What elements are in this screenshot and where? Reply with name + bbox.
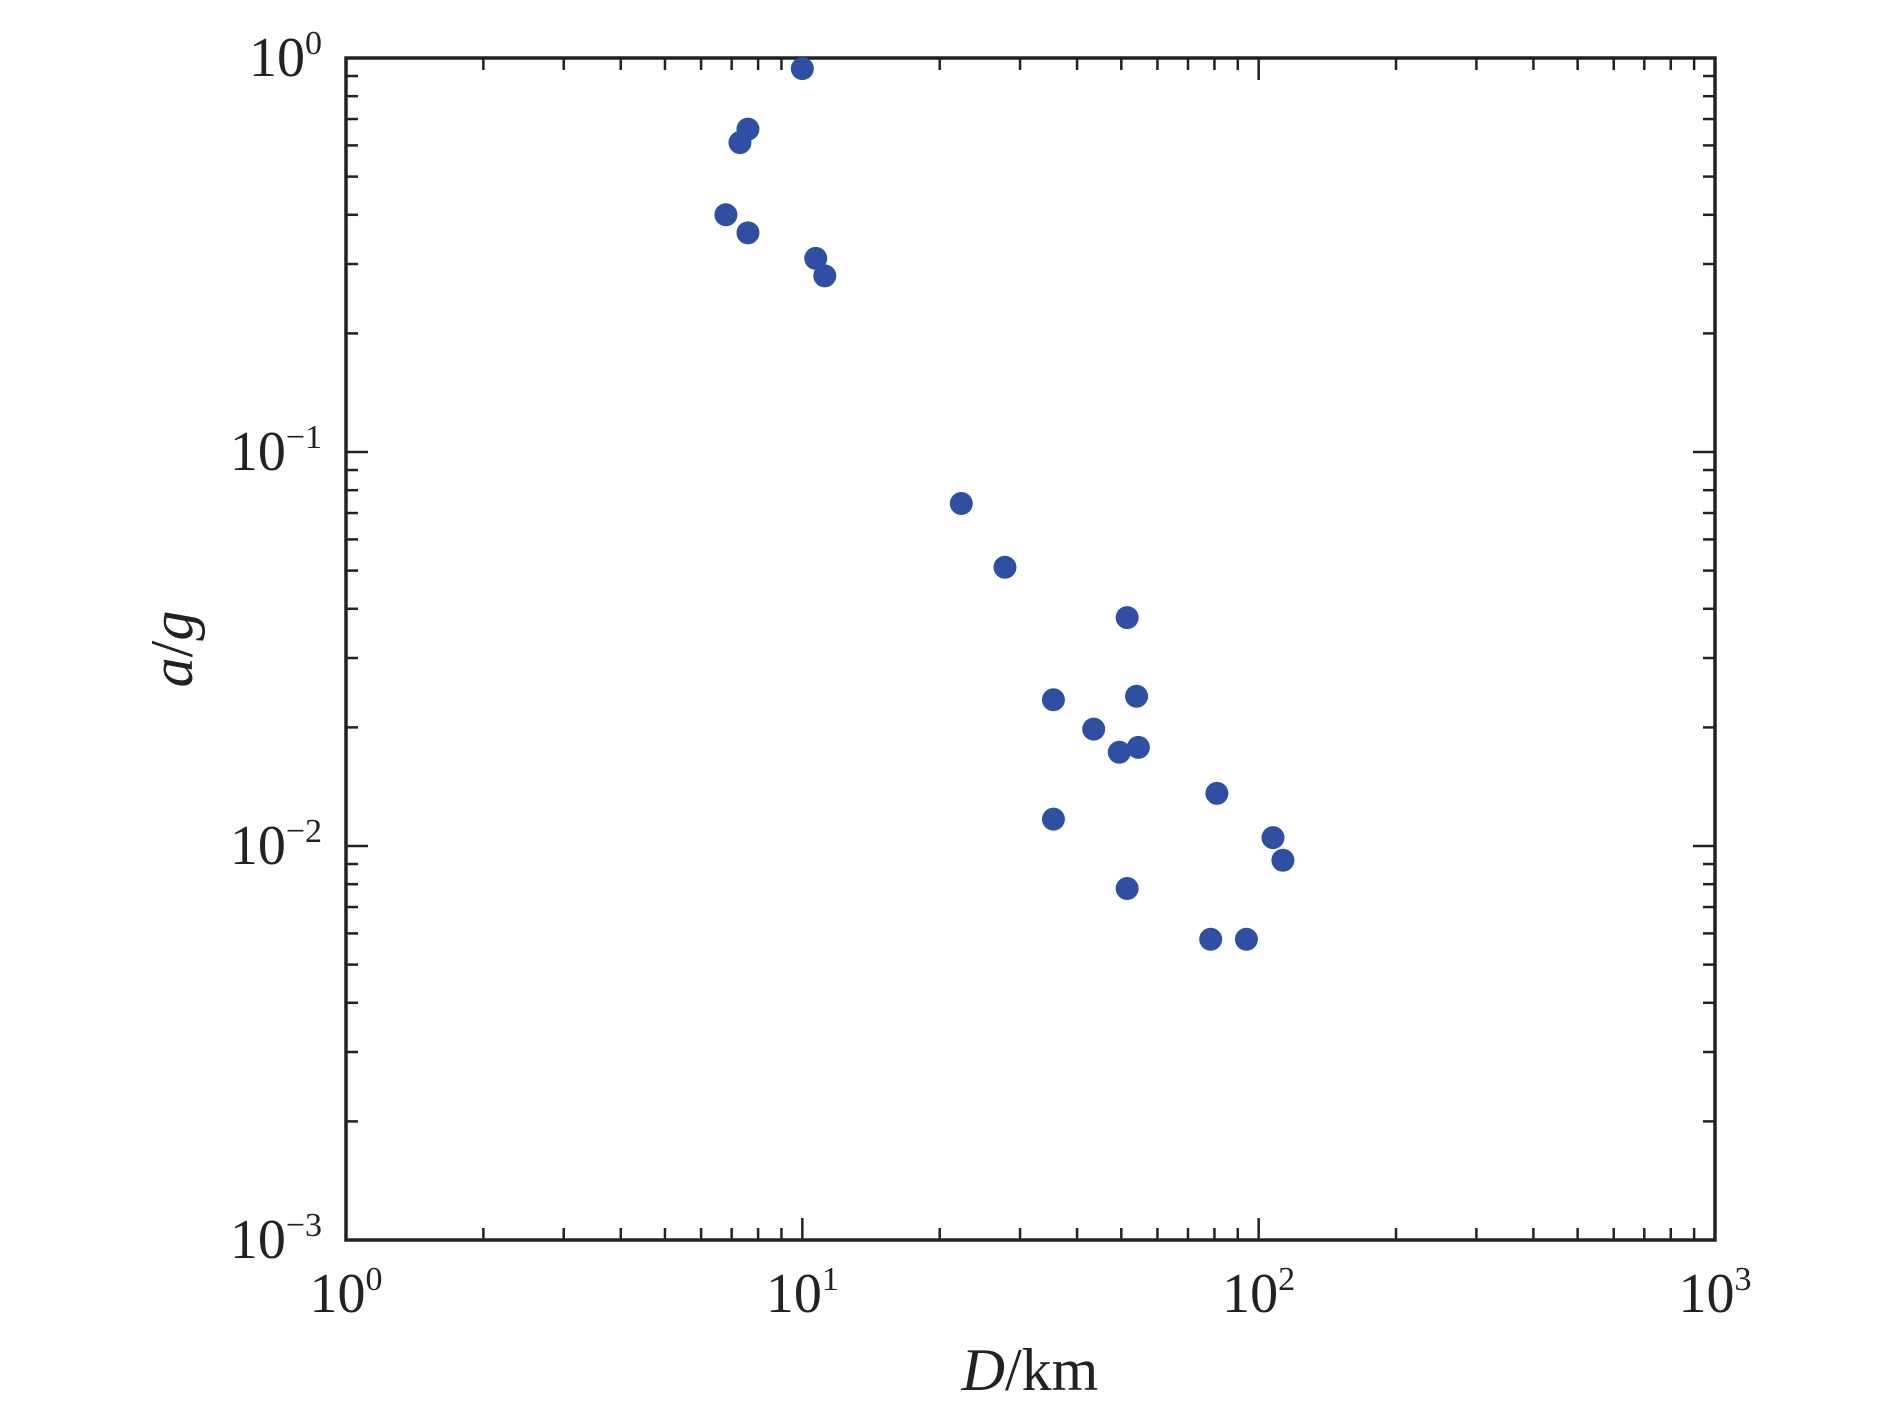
x-tick-label-base: 10 <box>766 1263 822 1325</box>
data-point <box>1107 740 1131 764</box>
data-point <box>1199 927 1223 951</box>
x-tick-label-exponent: 3 <box>1735 1261 1752 1298</box>
data-point <box>1205 781 1229 805</box>
x-tick-label: 102 <box>1222 1261 1295 1325</box>
data-point <box>714 203 738 227</box>
y-tick-label-base: 10 <box>249 27 305 89</box>
y-tick-label: 10−1 <box>230 419 322 483</box>
y-axis-label-italic2: g <box>139 611 205 641</box>
x-tick-label-exponent: 2 <box>1278 1261 1295 1298</box>
plot-frame <box>344 56 1717 1242</box>
x-tick-label-exponent: 1 <box>822 1261 839 1298</box>
data-point <box>1125 684 1149 708</box>
data-point <box>1041 688 1065 712</box>
data-point <box>728 131 752 155</box>
x-tick-label-base: 10 <box>1222 1263 1278 1325</box>
data-points <box>714 57 1295 951</box>
y-tick-label-base: 10 <box>230 815 286 877</box>
data-point <box>1126 735 1150 759</box>
data-point <box>790 57 814 81</box>
x-tick-label: 103 <box>1679 1261 1752 1325</box>
x-axis-label: D/km <box>961 1337 1099 1403</box>
x-axis-label-italic: D <box>961 1337 1005 1403</box>
y-tick-label-exponent: −2 <box>286 813 322 850</box>
y-tick-label: 100 <box>249 25 322 89</box>
data-point <box>1082 717 1106 741</box>
data-point <box>1115 606 1139 630</box>
y-axis-label: a/g <box>139 611 205 688</box>
data-point <box>736 221 760 245</box>
y-tick-label-base: 10 <box>230 1209 286 1271</box>
y-tick-label: 10−3 <box>230 1207 322 1271</box>
x-tick-label-exponent: 0 <box>366 1261 383 1298</box>
y-tick-label: 10−2 <box>230 813 322 877</box>
minor-ticks <box>346 58 1715 1240</box>
y-axis-label-slash: / <box>139 640 205 657</box>
data-point <box>1115 877 1139 901</box>
major-ticks <box>344 56 1717 1242</box>
x-tick-label-base: 10 <box>310 1263 366 1325</box>
y-tick-label-exponent: −1 <box>286 419 322 456</box>
x-axis-label-rest: /km <box>1005 1337 1098 1403</box>
data-point <box>949 492 973 516</box>
data-point <box>1261 826 1285 850</box>
x-tick-label-base: 10 <box>1679 1263 1735 1325</box>
y-tick-label-exponent: −3 <box>286 1207 322 1244</box>
x-tick-labels: 100 101 102 103 <box>310 1261 1752 1325</box>
data-point <box>1234 927 1258 951</box>
y-tick-label-base: 10 <box>230 421 286 483</box>
data-point <box>1271 848 1295 872</box>
data-point <box>1041 807 1065 831</box>
y-axis-label-italic: a <box>139 657 205 687</box>
data-point <box>813 264 837 288</box>
data-point <box>804 246 828 270</box>
x-tick-label: 100 <box>310 1261 383 1325</box>
data-point <box>993 555 1017 579</box>
y-tick-label-exponent: 0 <box>305 25 322 62</box>
x-tick-label: 101 <box>766 1261 839 1325</box>
